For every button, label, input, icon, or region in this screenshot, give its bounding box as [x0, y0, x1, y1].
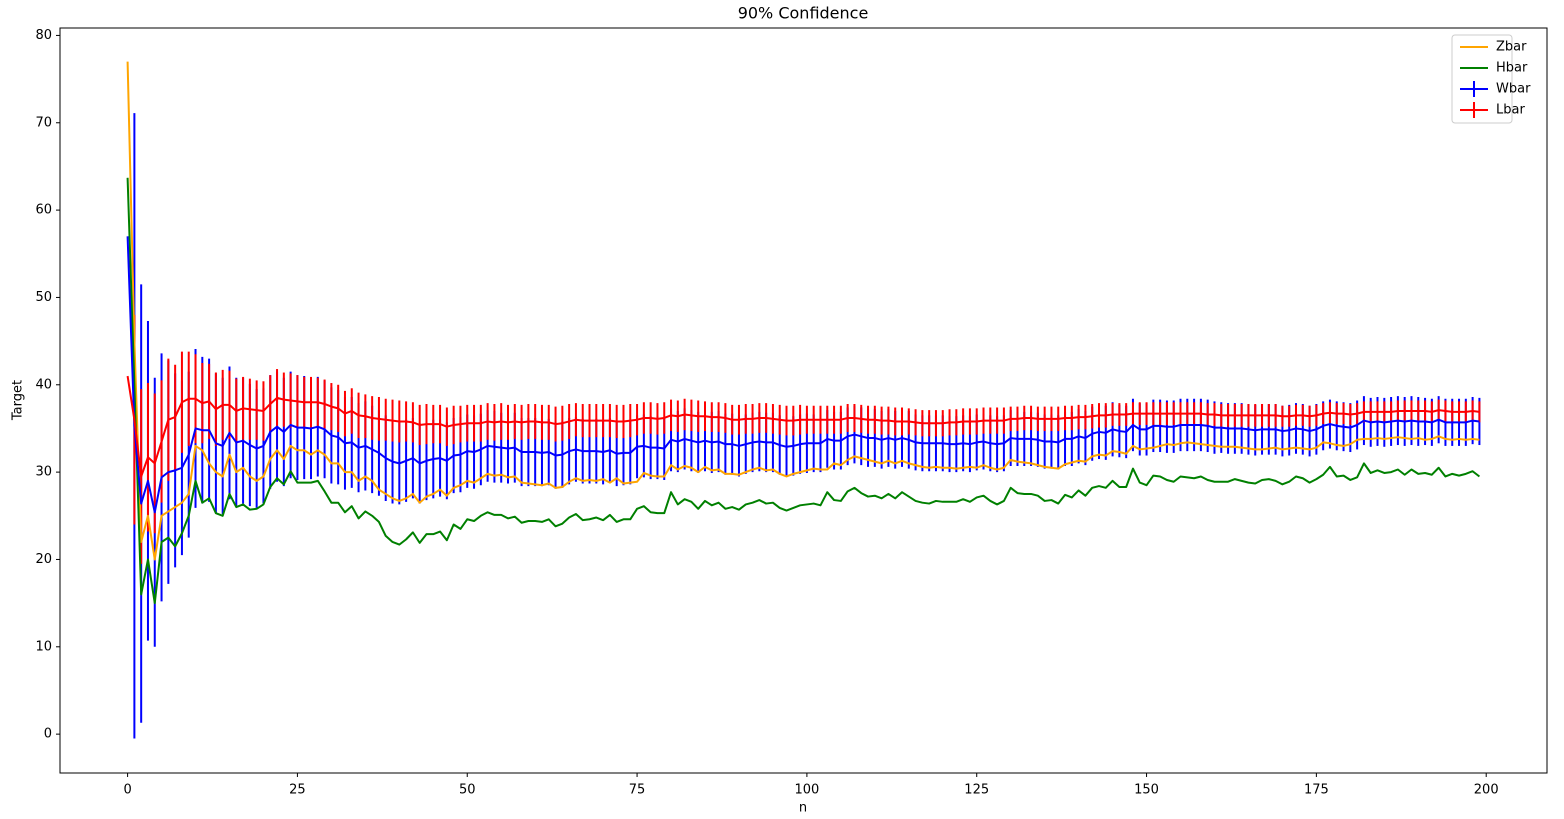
- legend-box: [1451, 34, 1513, 124]
- plot-area: [126, 61, 1481, 739]
- y-tick-label: 10: [35, 639, 52, 654]
- x-tick-label: 50: [459, 783, 476, 798]
- x-tick-label: 75: [629, 783, 646, 798]
- chart-title: 90% Confidence: [738, 4, 869, 23]
- x-tick-label: 175: [1304, 783, 1329, 798]
- y-tick-label: 50: [35, 290, 52, 305]
- x-tick-label: 25: [289, 783, 306, 798]
- y-tick-label: 20: [35, 552, 52, 567]
- x-tick-label: 150: [1134, 783, 1159, 798]
- x-tick-label: 200: [1474, 783, 1499, 798]
- x-axis-label: n: [799, 801, 807, 816]
- x-tick-label: 125: [964, 783, 989, 798]
- series-line: [126, 177, 1481, 605]
- legend-label: Hbar: [1496, 61, 1528, 76]
- series-line: [126, 61, 1480, 561]
- series-line: [126, 375, 1480, 478]
- series-line: [126, 236, 1480, 514]
- y-tick-label: 60: [35, 203, 52, 218]
- x-tick-label: 100: [794, 783, 819, 798]
- y-tick-label: 30: [35, 465, 52, 480]
- x-tick-label: 0: [123, 783, 131, 798]
- y-tick-label: 80: [35, 28, 52, 43]
- axes-frame: [59, 27, 1548, 774]
- legend-label: Wbar: [1496, 82, 1531, 97]
- y-tick-label: 40: [35, 377, 52, 392]
- legend-label: Lbar: [1496, 103, 1525, 118]
- y-tick-label: 0: [44, 727, 52, 742]
- y-axis-label: Target: [11, 380, 26, 421]
- legend-label: Zbar: [1496, 40, 1527, 55]
- y-tick-label: 70: [35, 115, 52, 130]
